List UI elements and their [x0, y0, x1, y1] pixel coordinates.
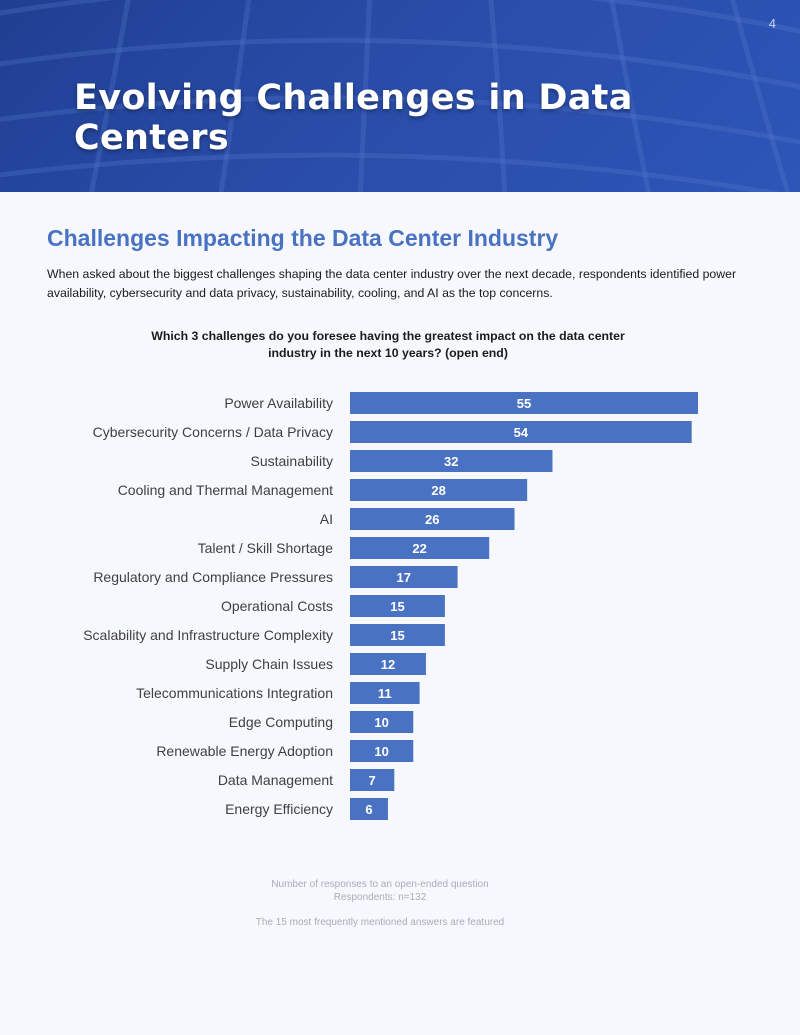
category-label-renewable-energy-adoption: Renewable Energy Adoption	[156, 743, 333, 759]
value-label-scalability-and-infrastructure-complexity: 15	[390, 628, 404, 643]
bar-energy-efficiency	[350, 798, 388, 820]
bar-supply-chain-issues	[350, 653, 426, 675]
bar-operational-costs	[350, 595, 445, 617]
bar-cybersecurity-concerns-data-privacy	[350, 421, 692, 443]
category-label-supply-chain-issues: Supply Chain Issues	[205, 656, 333, 672]
chart-title: Which 3 challenges do you foresee having…	[151, 329, 625, 360]
bar-chart: Power Availability 55 Cybersecurity Concer…	[83, 392, 698, 820]
value-label-cybersecurity-concerns-data-privacy: 54	[514, 425, 529, 440]
section-title: Challenges Impacting the Data Center Ind…	[47, 225, 559, 251]
category-label-power-availability: Power Availability	[224, 395, 333, 411]
bar-renewable-energy-adoption	[350, 740, 414, 762]
bar-cooling-and-thermal-management	[350, 479, 528, 501]
category-label-energy-efficiency: Energy Efficiency	[225, 801, 333, 817]
page-number: 4	[768, 16, 776, 31]
bar-data-management	[350, 769, 395, 791]
category-label-cybersecurity-concerns-data-privacy: Cybersecurity Concerns / Data Privacy	[93, 424, 333, 440]
category-label-telecommunications-integration: Telecommunications Integration	[136, 685, 333, 701]
bar-ai	[350, 508, 515, 530]
bar-talent-skill-shortage	[350, 537, 490, 559]
footnote-featured: The 15 most frequently mentioned answers…	[255, 917, 505, 928]
footnotes: Number of responses to an open-ended que…	[200, 878, 560, 929]
category-label-regulatory-and-compliance-pressures: Regulatory and Compliance Pressures	[93, 569, 333, 585]
intro-paragraph: When asked about the biggest challenges …	[47, 267, 737, 300]
bar-edge-computing	[350, 711, 414, 733]
main-content: Challenges Impacting the Data Center Ind…	[0, 192, 800, 1035]
value-label-ai: 26	[425, 512, 439, 527]
value-label-supply-chain-issues: 12	[381, 657, 395, 672]
bar-telecommunications-integration	[350, 682, 420, 704]
value-label-sustainability: 32	[444, 454, 458, 469]
category-label-data-management: Data Management	[218, 772, 333, 788]
bar-scalability-and-infrastructure-complexity	[350, 624, 445, 646]
value-label-energy-efficiency: 6	[365, 802, 372, 817]
value-label-data-management: 7	[369, 773, 376, 788]
bar-power-availability	[350, 392, 698, 414]
category-label-ai: AI	[320, 511, 333, 527]
value-label-edge-computing: 10	[374, 715, 388, 730]
footnote-respondents: Respondents: n=132	[333, 892, 427, 903]
category-label-cooling-and-thermal-management: Cooling and Thermal Management	[118, 482, 333, 498]
bar-regulatory-and-compliance-pressures	[350, 566, 458, 588]
value-label-power-availability: 55	[517, 396, 531, 411]
category-label-edge-computing: Edge Computing	[229, 714, 333, 730]
category-label-operational-costs: Operational Costs	[221, 598, 333, 614]
category-label-scalability-and-infrastructure-complexity: Scalability and Infrastructure Complexit…	[83, 627, 333, 643]
value-label-talent-skill-shortage: 22	[412, 541, 426, 556]
header-banner: 4 Evolving Challenges in Data Centers	[0, 0, 800, 192]
value-label-regulatory-and-compliance-pressures: 17	[397, 570, 411, 585]
grid-pattern-background	[0, 0, 800, 192]
category-label-talent-skill-shortage: Talent / Skill Shortage	[198, 540, 334, 556]
page-title: Evolving Challenges in Data Centers	[74, 78, 633, 158]
value-label-telecommunications-integration: 11	[378, 686, 392, 701]
value-label-renewable-energy-adoption: 10	[374, 744, 388, 759]
footnote-responses: Number of responses to an open-ended que…	[271, 879, 489, 890]
value-label-cooling-and-thermal-management: 28	[431, 483, 445, 498]
bar-sustainability	[350, 450, 553, 472]
value-label-operational-costs: 15	[390, 599, 404, 614]
category-label-sustainability: Sustainability	[251, 453, 334, 469]
